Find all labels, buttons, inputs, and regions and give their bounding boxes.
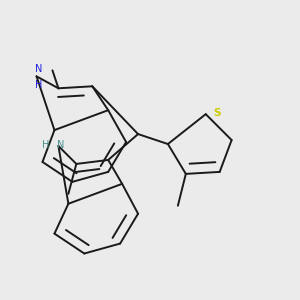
Text: S: S <box>213 108 220 118</box>
Text: H: H <box>35 80 42 90</box>
Text: H: H <box>42 140 49 150</box>
Text: N: N <box>57 140 64 150</box>
Text: N: N <box>35 64 42 74</box>
